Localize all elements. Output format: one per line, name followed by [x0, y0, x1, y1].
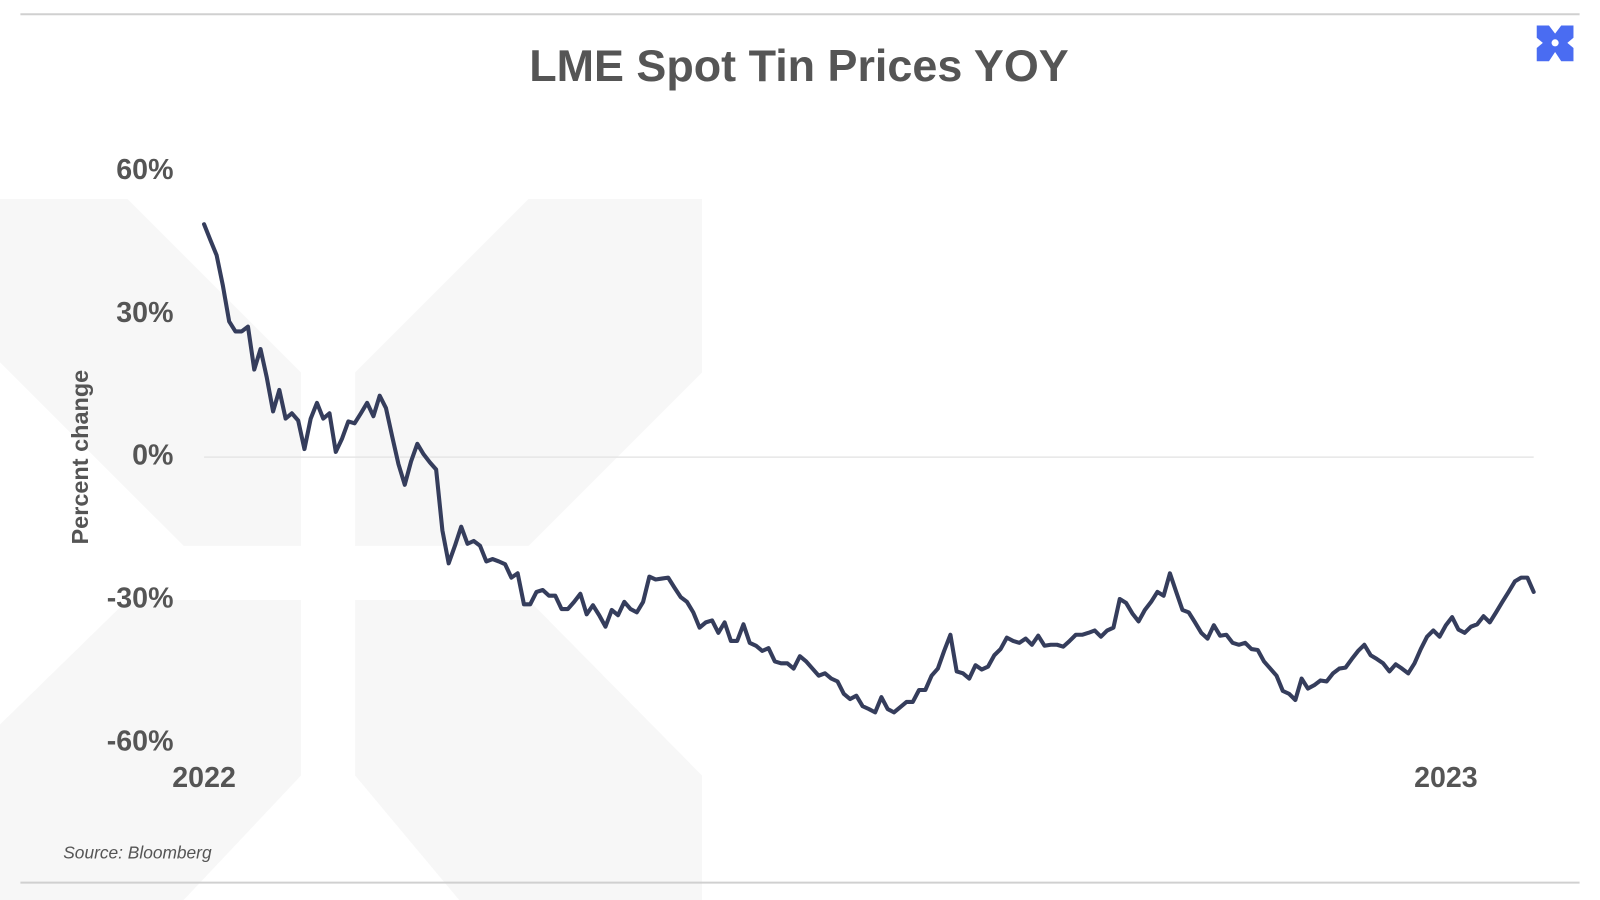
x-tick-label: 2022: [172, 762, 236, 794]
y-tick-label: 0%: [132, 440, 173, 472]
x-tick-label: 2023: [1414, 762, 1478, 794]
y-axis-label: Percent change: [67, 370, 93, 545]
logo: [1536, 25, 1574, 62]
y-tick-label: 30%: [116, 297, 173, 329]
source-note: Source: Bloomberg: [63, 843, 212, 863]
y-tick-label: -30%: [107, 583, 174, 615]
y-tick-label: -60%: [107, 725, 174, 757]
watermark: [0, 198, 703, 900]
y-tick-label: 60%: [116, 154, 173, 186]
chart-title: LME Spot Tin Prices YOY: [529, 40, 1069, 91]
data-line: [202, 222, 1536, 715]
